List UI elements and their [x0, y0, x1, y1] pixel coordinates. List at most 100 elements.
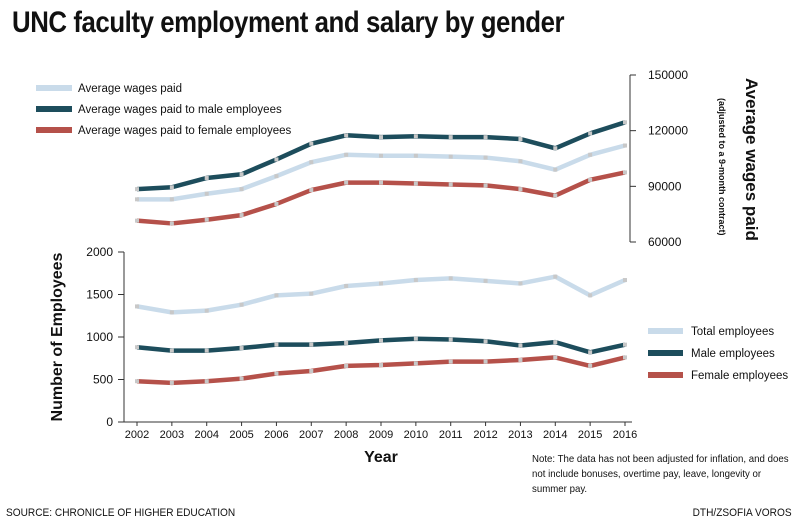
wage-series-point	[169, 221, 174, 226]
wage-series-point	[379, 180, 383, 185]
emp-series-point	[413, 278, 418, 283]
wage-series-point	[483, 183, 488, 188]
wage-series-point	[483, 135, 488, 140]
wage-series-point	[553, 146, 558, 151]
wage-series-point	[588, 131, 593, 136]
emp-series-point	[169, 310, 174, 315]
emp-y-tick-label: 2000	[86, 245, 113, 259]
wage-series-point	[274, 201, 279, 206]
emp-series-point	[623, 355, 627, 360]
emp-series-point	[379, 338, 383, 343]
wage-series-point	[239, 187, 244, 192]
emp-series-point	[553, 340, 558, 345]
emp-series-point	[274, 293, 279, 298]
x-tick-label: 2006	[264, 429, 288, 441]
wage-series-point	[379, 135, 383, 140]
x-tick-label: 2004	[194, 429, 218, 441]
wage-series-point	[169, 197, 174, 202]
x-tick-label: 2011	[439, 429, 463, 441]
wage-series-point	[623, 143, 627, 148]
emp-series-point	[204, 348, 209, 353]
wage-legend-label: Average wages paid	[78, 83, 182, 95]
x-tick-label: 2005	[229, 429, 253, 441]
emp-series-point	[588, 363, 593, 368]
emp-series-point	[448, 337, 453, 342]
wage-series-point	[204, 217, 209, 222]
emp-series-point	[483, 359, 488, 364]
wage-series-point	[239, 213, 244, 218]
x-tick-label: 2009	[369, 429, 393, 441]
emp-series-point	[239, 376, 244, 381]
emp-series-point	[623, 342, 627, 347]
wage-series-point	[379, 153, 383, 158]
wage-series-point	[413, 134, 418, 139]
emp-series-point	[483, 278, 488, 283]
wage-series-point	[204, 175, 209, 180]
chart-title: UNC faculty employment and salary by gen…	[12, 6, 565, 39]
emp-legend-label: Total employees	[691, 326, 774, 338]
emp-series-point	[169, 348, 174, 353]
emp-series-point	[309, 291, 314, 296]
emp-series-line-2	[136, 355, 626, 386]
wage-series-point	[344, 133, 349, 138]
wage-series-point	[588, 152, 593, 157]
emp-series-point	[135, 379, 139, 384]
emp-series-point	[588, 350, 593, 355]
wage-series-point	[135, 197, 139, 202]
emp-series-point	[344, 363, 349, 368]
emp-series-point	[623, 278, 627, 283]
wage-series-point	[553, 193, 558, 198]
wage-series-point	[169, 185, 174, 190]
emp-y-tick-label: 500	[93, 373, 113, 387]
emp-series-point	[413, 336, 418, 341]
emp-series-point	[239, 302, 244, 307]
emp-series-point	[483, 339, 488, 344]
inflation-note: Note: The data has not been adjusted for…	[532, 453, 789, 495]
wage-series-point	[239, 172, 244, 177]
wage-axis-subtitle: (adjusted to a 9-month contract)	[717, 98, 727, 236]
emp-legend-label: Male employees	[691, 348, 775, 360]
wage-series-point	[623, 120, 627, 125]
wage-tick-label: 60000	[648, 235, 682, 249]
emp-series-point	[204, 308, 209, 313]
x-tick-label: 2013	[508, 429, 532, 441]
wage-series-point	[344, 152, 349, 157]
emp-series-point	[448, 276, 453, 281]
wage-legend-label: Average wages paid to male employees	[78, 104, 282, 116]
emp-series-point	[518, 281, 523, 286]
emp-series-point	[274, 371, 279, 376]
emp-series-point	[169, 380, 174, 385]
emp-series-point	[344, 340, 349, 345]
emp-series-point	[553, 274, 558, 279]
wage-series-point	[448, 135, 453, 140]
emp-series-point	[239, 346, 244, 351]
x-axis-title: Year	[364, 449, 398, 466]
x-tick-label: 2010	[404, 429, 428, 441]
emp-series-point	[518, 343, 523, 348]
wage-legend-label: Average wages paid to female employees	[78, 125, 292, 137]
wage-series-point	[309, 188, 314, 193]
emp-series-point	[344, 284, 349, 288]
emp-legend-label: Female employees	[691, 370, 788, 382]
wage-series-point	[553, 167, 558, 172]
emp-series-point	[448, 359, 453, 364]
emp-series-point	[309, 369, 314, 373]
wage-series-point	[623, 170, 627, 175]
wage-series-point	[518, 159, 523, 164]
wage-axis-title: Average wages paid	[742, 78, 761, 241]
wage-series-point	[309, 141, 314, 146]
wage-series-point	[413, 153, 418, 158]
wage-series-point	[204, 191, 209, 196]
wage-series-line-0	[137, 143, 626, 202]
emp-series-point	[309, 342, 314, 347]
x-tick-label: 2012	[473, 429, 497, 441]
emp-y-tick-label: 1000	[86, 330, 113, 344]
emp-series-point	[518, 357, 523, 362]
emp-series-point	[553, 355, 558, 360]
source-credit: SOURCE: CHRONICLE OF HIGHER EDUCATION	[6, 507, 236, 519]
x-tick-label: 2015	[578, 429, 602, 441]
author-credit: DTH/ZSOFIA VOROS	[693, 507, 792, 519]
wage-series-point	[588, 177, 593, 182]
x-tick-label: 2008	[334, 429, 358, 441]
